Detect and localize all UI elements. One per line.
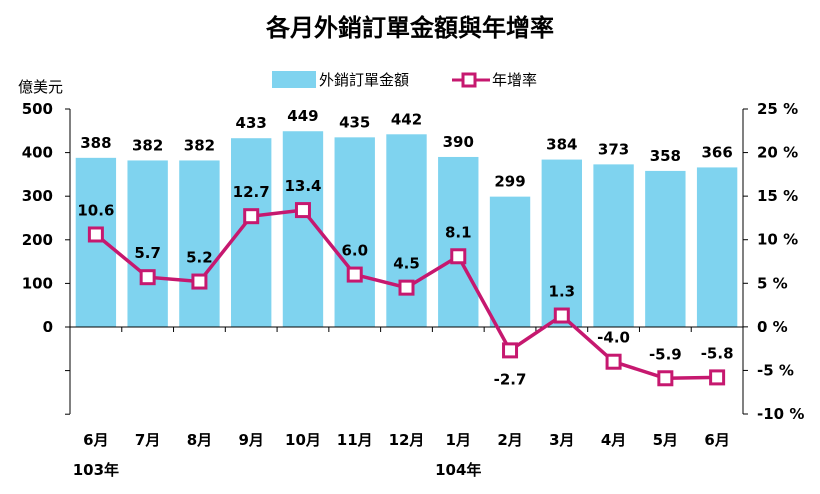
x-tick-label: 7月 [135, 431, 160, 449]
chart-title: 各月外銷訂單金額與年增率 [265, 13, 554, 42]
growth-value-label: 6.0 [341, 242, 368, 260]
bar [645, 170, 686, 327]
left-tick-label: 300 [22, 187, 53, 205]
x-tick-label: 6月 [83, 431, 108, 449]
right-tick-label: -10 % [757, 405, 804, 423]
data-labels: 388 382 382 433 449 435 442 390 299 384 373 358 366 1… [77, 107, 733, 388]
bar [489, 196, 531, 327]
right-tick-label: 0 % [757, 318, 788, 336]
legend: 外銷訂單金額 年增率 [272, 71, 537, 89]
line-point [709, 369, 726, 386]
bar-value-label: 449 [287, 107, 318, 125]
bar [127, 160, 168, 327]
line-point [450, 248, 467, 265]
line-point [87, 226, 104, 243]
x-tick-label: 5月 [653, 431, 678, 449]
legend-bar-label: 外銷訂單金額 [319, 71, 409, 89]
growth-value-label: -5.9 [649, 345, 682, 363]
x-tick-label: 9月 [238, 431, 263, 449]
bar-value-label: 390 [443, 133, 474, 151]
bar [541, 159, 582, 327]
x-tick-label: 3月 [549, 431, 574, 449]
left-axis-unit: 億美元 [18, 78, 63, 96]
growth-value-label: 12.7 [233, 183, 270, 201]
growth-value-label: 1.3 [549, 283, 576, 301]
line-series [87, 202, 726, 387]
bar [386, 134, 427, 327]
legend-line-label: 年增率 [492, 71, 537, 89]
line-point [294, 202, 311, 219]
year-label: 104年 [435, 461, 481, 479]
growth-value-label: 8.1 [445, 223, 472, 241]
line-point [657, 370, 674, 387]
right-tick-label: 25 % [757, 100, 798, 118]
bar-value-label: 358 [650, 147, 681, 165]
right-tick-label: 10 % [757, 231, 798, 249]
bar-value-label: 433 [236, 114, 267, 132]
left-tick-label: 0 [43, 318, 53, 336]
line-point [502, 342, 519, 359]
year-label: 103年 [73, 461, 119, 479]
x-tick-label: 2月 [497, 431, 522, 449]
bar-value-label: 373 [598, 140, 629, 158]
bar-value-label: 299 [494, 173, 525, 191]
legend-line-marker [461, 72, 477, 88]
bar [334, 137, 375, 327]
growth-value-label: -2.7 [494, 370, 527, 388]
growth-value-label: 10.6 [77, 201, 114, 219]
axes: 500 400 300 200 100 0 25 % 20 % 15 % 10 % 5 % 0 % -5… [22, 100, 805, 479]
bar-series [75, 131, 738, 327]
right-tick-label: 20 % [757, 144, 798, 162]
line-point [553, 307, 570, 324]
line-point [398, 279, 415, 296]
x-tick-label: 4月 [601, 431, 626, 449]
bar-value-label: 435 [339, 113, 370, 131]
bar [438, 156, 479, 327]
growth-value-label: 4.5 [393, 255, 420, 273]
legend-bar-swatch [272, 71, 316, 88]
growth-value-label: 13.4 [284, 177, 321, 195]
x-tick-label: 6月 [704, 431, 729, 449]
line-point [605, 353, 622, 370]
x-tick-label: 11月 [337, 431, 373, 449]
left-tick-label: 400 [22, 144, 53, 162]
right-tick-label: -5 % [757, 361, 794, 379]
line-point [191, 273, 208, 290]
line-point [139, 269, 156, 286]
line-point [243, 208, 260, 225]
bar-value-label: 384 [546, 136, 577, 154]
bar-value-label: 382 [184, 136, 215, 154]
bar-value-label: 388 [80, 134, 111, 152]
line-point [346, 266, 363, 283]
bar [593, 164, 634, 327]
x-tick-label: 12月 [389, 431, 425, 449]
left-tick-label: 200 [22, 231, 53, 249]
x-tick-label: 10月 [285, 431, 321, 449]
growth-value-label: -5.8 [701, 344, 734, 362]
bar-value-label: 382 [132, 136, 163, 154]
growth-value-label: -4.0 [597, 329, 630, 347]
bar [179, 160, 220, 327]
growth-value-label: 5.2 [186, 249, 213, 267]
right-tick-label: 15 % [757, 187, 798, 205]
x-tick-label: 1月 [446, 431, 471, 449]
left-tick-label: 100 [22, 274, 53, 292]
bar-value-label: 366 [701, 143, 732, 161]
bar [696, 167, 738, 327]
x-tick-label: 8月 [187, 431, 212, 449]
growth-value-label: 5.7 [134, 244, 161, 262]
right-tick-label: 5 % [757, 274, 788, 292]
bar-value-label: 442 [391, 110, 422, 128]
left-tick-label: 500 [22, 100, 53, 118]
